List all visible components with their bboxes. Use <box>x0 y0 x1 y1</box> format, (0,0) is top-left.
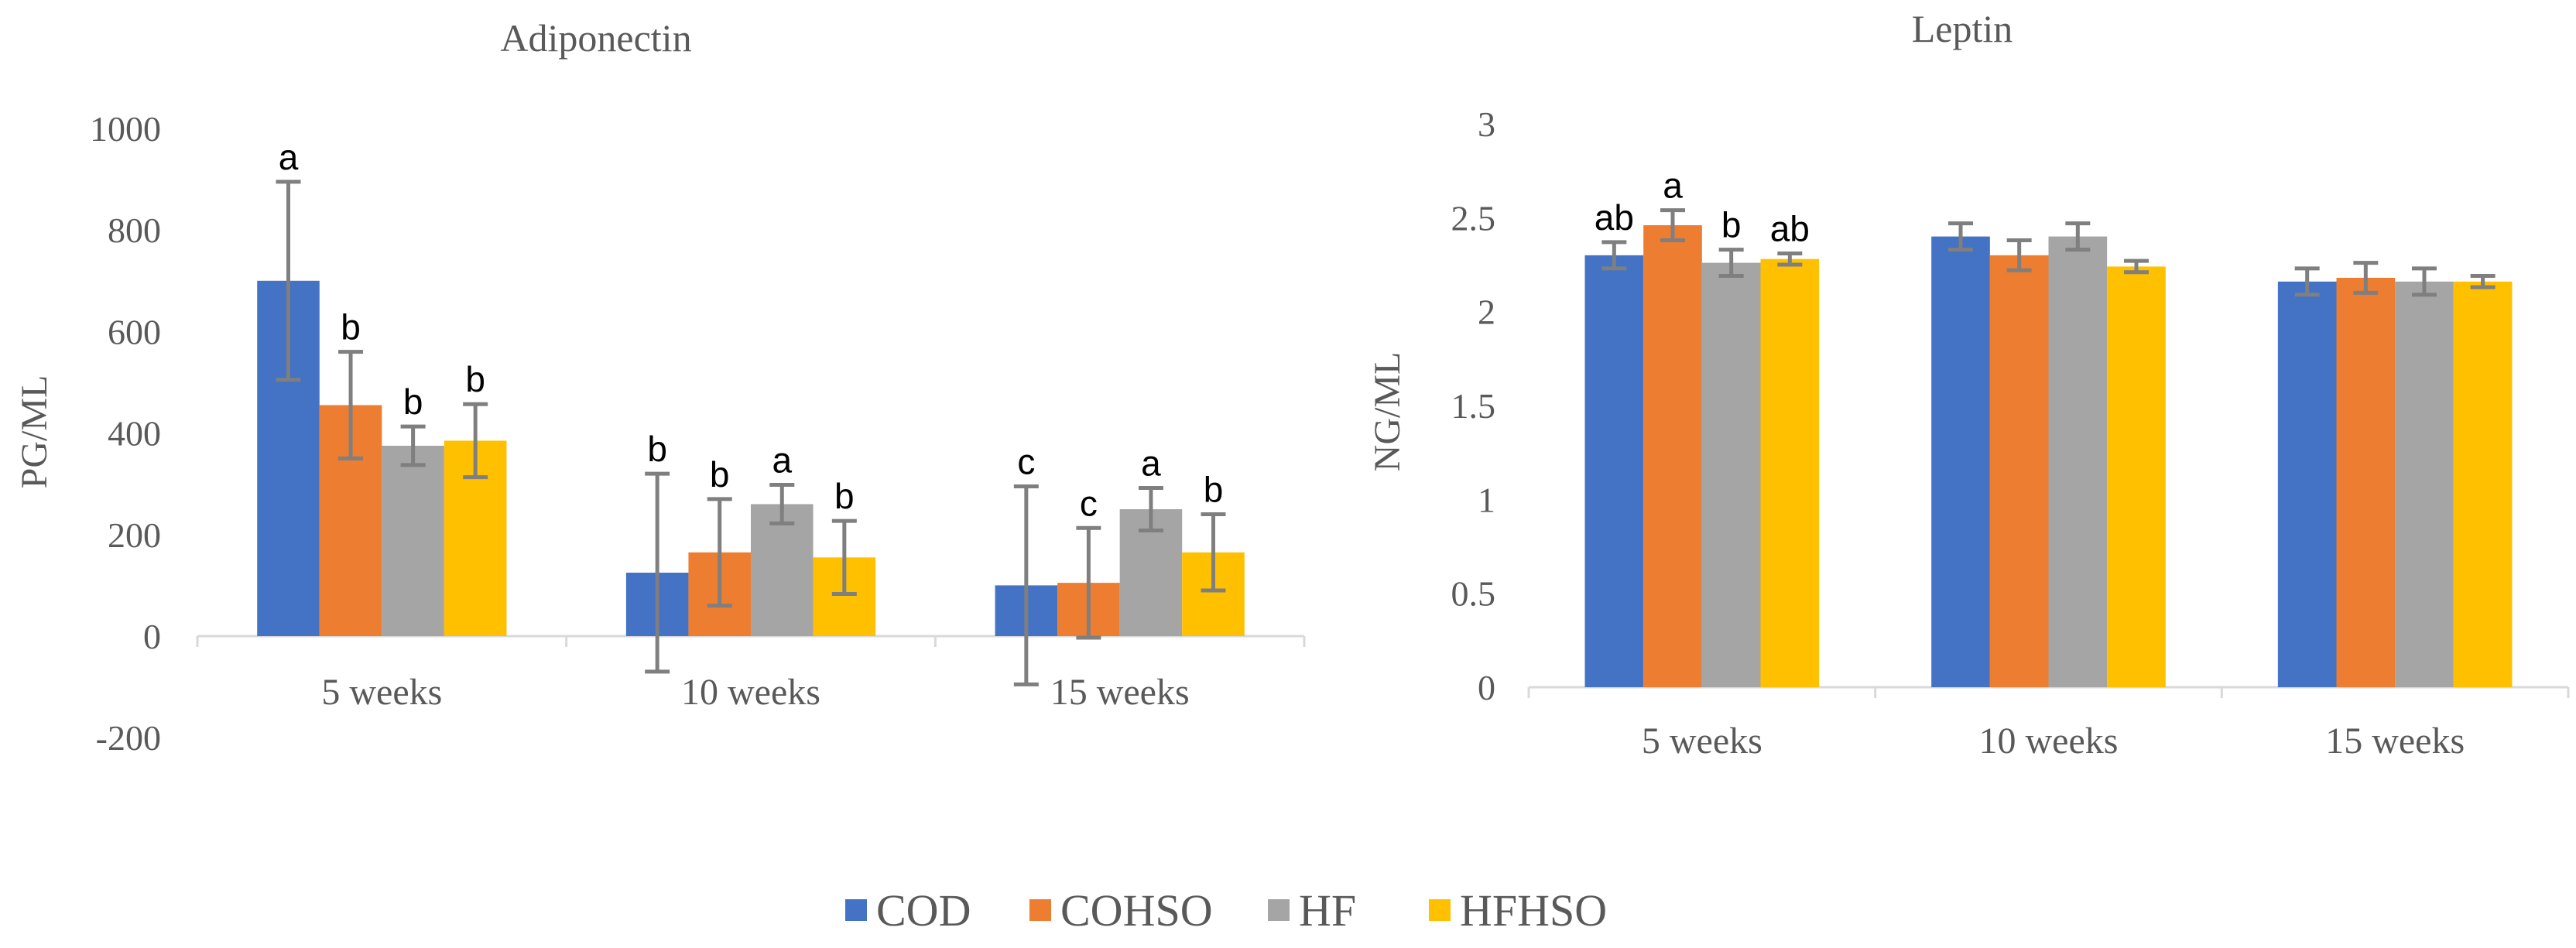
significance-label: b <box>710 454 730 495</box>
bar-cod-5-weeks <box>1584 255 1644 687</box>
significance-label: b <box>465 359 485 399</box>
x-category-label: 15 weeks <box>2325 720 2465 761</box>
legend-label-hf: HF <box>1299 885 1356 936</box>
significance-label: a <box>1141 443 1161 483</box>
bar-hfhso-15-weeks <box>2453 281 2513 688</box>
y-tick-label: 400 <box>108 414 161 453</box>
y-tick-label: -200 <box>96 718 161 758</box>
significance-label: b <box>403 382 423 422</box>
bar-cod-15-weeks <box>2277 281 2337 688</box>
bar-hf-5-weeks <box>1701 262 1761 687</box>
y-tick-label: 3 <box>1478 104 1495 144</box>
y-tick-label: 2.5 <box>1451 198 1496 238</box>
y-tick-label: 0 <box>143 617 161 656</box>
bar-hfhso-5-weeks <box>1760 258 1820 688</box>
y-tick-label: 1 <box>1478 480 1495 519</box>
chart-adiponectin: Adiponectin PG/ML -200 0 200 400 600 800 1000 a… <box>14 16 1306 758</box>
significance-label: a <box>1663 166 1683 206</box>
bar-hf-10-weeks <box>2048 236 2108 688</box>
legend-swatch-hfhso <box>1429 899 1451 921</box>
plot-area: -200 0 200 400 600 800 1000 a b b b 5 weeks b b a b 10 w… <box>90 109 1306 758</box>
legend-swatch-cohso <box>1029 899 1051 921</box>
significance-label: a <box>279 137 299 177</box>
bar-hfhso-10-weeks <box>2107 266 2166 688</box>
significance-label: b <box>1721 205 1742 245</box>
legend-swatch-hf <box>1268 899 1290 921</box>
bar-cohso-10-weeks <box>1989 255 2049 687</box>
significance-label: ab <box>1770 208 1810 248</box>
y-axis-label: PG/ML <box>14 375 55 489</box>
significance-label: a <box>772 440 792 481</box>
y-axis-label: NG/ML <box>1367 352 1408 472</box>
y-tick-label: 600 <box>108 312 161 351</box>
significance-label: c <box>1080 483 1098 523</box>
significance-label: b <box>647 429 667 469</box>
x-category-label: 15 weeks <box>1050 672 1190 713</box>
chart-title: Adiponectin <box>500 16 691 60</box>
y-tick-label: 1000 <box>90 109 161 149</box>
legend-label-cod: COD <box>876 885 971 936</box>
legend-swatch-cod <box>845 899 867 921</box>
bar-cohso-5-weeks <box>1643 225 1702 687</box>
x-category-label: 10 weeks <box>1979 720 2119 761</box>
bar-hf-10-weeks <box>751 504 814 636</box>
x-category-label: 5 weeks <box>321 672 442 713</box>
y-tick-label: 2 <box>1478 293 1495 332</box>
chart-title: Leptin <box>1912 7 2013 50</box>
x-category-label: 5 weeks <box>1642 720 1762 761</box>
y-tick-label: 0 <box>1478 668 1495 707</box>
y-tick-label: 1.5 <box>1451 386 1496 426</box>
significance-label: b <box>834 476 855 516</box>
bar-hf-15-weeks <box>2395 281 2454 688</box>
significance-label: b <box>1204 470 1224 510</box>
y-tick-label: 200 <box>108 515 161 555</box>
bar-cohso-15-weeks <box>2336 277 2396 687</box>
y-tick-label: 800 <box>108 210 161 250</box>
significance-label: b <box>341 307 361 347</box>
significance-label: c <box>1017 441 1035 481</box>
y-tick-label: 0.5 <box>1451 574 1496 614</box>
legend-label-cohso: COHSO <box>1060 885 1213 936</box>
bar-hf-5-weeks <box>382 446 444 636</box>
legend: COD COHSO HF HFHSO <box>845 885 1607 936</box>
bar-cod-10-weeks <box>1931 236 1990 688</box>
significance-label: ab <box>1595 197 1634 238</box>
x-category-label: 10 weeks <box>681 672 820 713</box>
legend-label-hfhso: HFHSO <box>1460 885 1607 936</box>
